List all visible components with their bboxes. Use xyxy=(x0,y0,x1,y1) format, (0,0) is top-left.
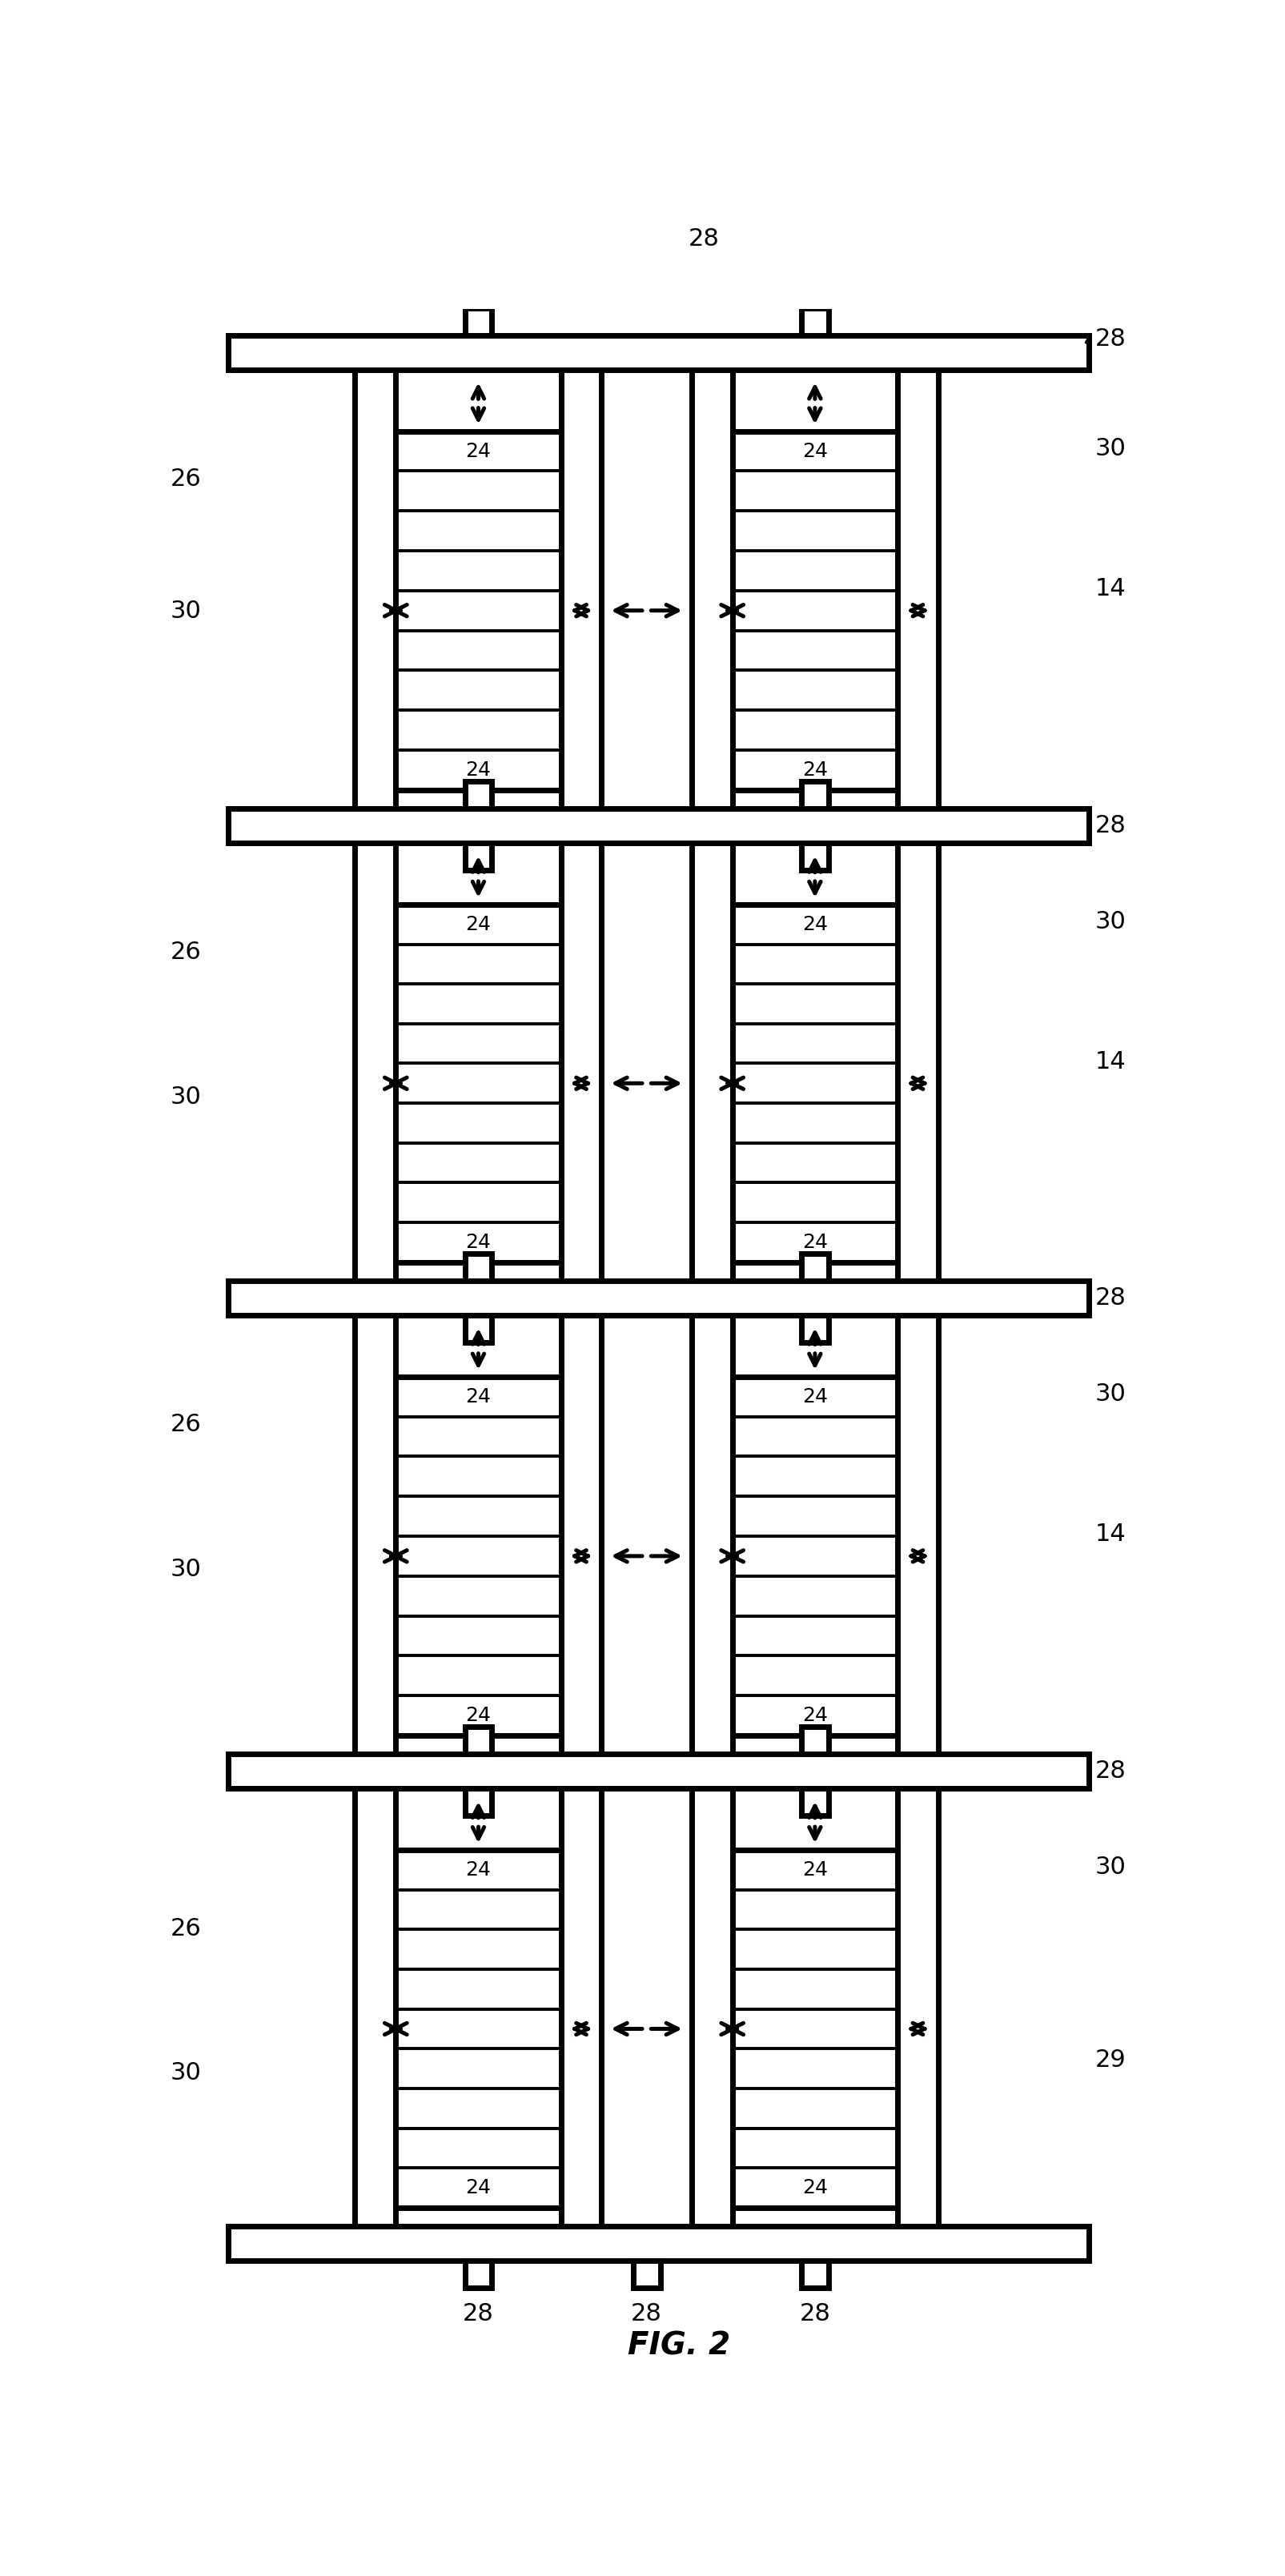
Text: 24: 24 xyxy=(802,1860,828,1880)
Text: 28: 28 xyxy=(799,2303,830,2326)
Text: 24: 24 xyxy=(802,1386,828,1406)
Text: 30: 30 xyxy=(1094,438,1126,461)
Text: 30: 30 xyxy=(170,2061,202,2084)
Bar xyxy=(801,842,828,871)
Text: 28: 28 xyxy=(463,2303,493,2326)
Text: 28: 28 xyxy=(631,2303,662,2326)
Text: 30: 30 xyxy=(170,600,202,623)
Text: 28: 28 xyxy=(1094,1759,1126,1783)
Text: 24: 24 xyxy=(465,1860,491,1880)
Text: 14: 14 xyxy=(1094,1051,1126,1074)
Text: 24: 24 xyxy=(465,1386,491,1406)
Text: FIG. 2: FIG. 2 xyxy=(627,2331,730,2362)
Bar xyxy=(396,1850,560,2208)
Text: 24: 24 xyxy=(802,1231,828,1252)
Bar xyxy=(227,1754,1088,1788)
Bar xyxy=(227,2226,1088,2262)
Text: 24: 24 xyxy=(465,914,491,935)
Text: 24: 24 xyxy=(465,440,491,461)
Text: 29: 29 xyxy=(1094,2048,1126,2071)
Bar xyxy=(464,781,492,809)
Text: 24: 24 xyxy=(465,1231,491,1252)
Bar xyxy=(732,1850,897,2208)
Bar xyxy=(632,2262,659,2287)
Bar xyxy=(801,309,828,335)
Text: 26: 26 xyxy=(170,469,200,492)
Text: 24: 24 xyxy=(465,2179,491,2197)
Bar xyxy=(464,1788,492,1816)
Text: 28: 28 xyxy=(1094,1285,1126,1309)
Text: 24: 24 xyxy=(802,440,828,461)
Bar xyxy=(464,842,492,871)
Text: 24: 24 xyxy=(802,1705,828,1726)
Bar xyxy=(801,2262,828,2287)
Bar xyxy=(227,1280,1088,1316)
Text: 24: 24 xyxy=(465,1705,491,1726)
Bar xyxy=(227,809,1088,842)
Text: 24: 24 xyxy=(465,760,491,781)
Text: 28: 28 xyxy=(1094,814,1126,837)
Bar xyxy=(801,1316,828,1342)
Text: 24: 24 xyxy=(802,914,828,935)
Text: 14: 14 xyxy=(1094,1522,1126,1546)
Text: 24: 24 xyxy=(802,760,828,781)
Bar xyxy=(464,1726,492,1754)
Text: 28: 28 xyxy=(1094,327,1126,350)
Text: 26: 26 xyxy=(170,940,200,963)
Bar xyxy=(801,781,828,809)
Text: 30: 30 xyxy=(170,1084,202,1108)
Bar xyxy=(801,1788,828,1816)
Text: 26: 26 xyxy=(170,1917,200,1940)
Text: 24: 24 xyxy=(802,2179,828,2197)
Bar xyxy=(396,1376,560,1736)
Text: 14: 14 xyxy=(1094,577,1126,600)
Bar xyxy=(801,1726,828,1754)
Bar xyxy=(396,904,560,1262)
Text: 26: 26 xyxy=(170,1414,200,1437)
Bar xyxy=(732,904,897,1262)
Bar xyxy=(464,1316,492,1342)
Text: 30: 30 xyxy=(1094,1383,1126,1406)
Text: 30: 30 xyxy=(170,1558,202,1582)
Bar xyxy=(801,1255,828,1280)
Bar xyxy=(732,1376,897,1736)
Bar xyxy=(464,2262,492,2287)
Bar xyxy=(227,335,1088,368)
Bar xyxy=(464,1255,492,1280)
Text: 30: 30 xyxy=(1094,909,1126,933)
Bar xyxy=(732,430,897,791)
Text: 28: 28 xyxy=(687,227,718,250)
Text: 30: 30 xyxy=(1094,1855,1126,1878)
Bar xyxy=(464,309,492,335)
Bar xyxy=(396,430,560,791)
